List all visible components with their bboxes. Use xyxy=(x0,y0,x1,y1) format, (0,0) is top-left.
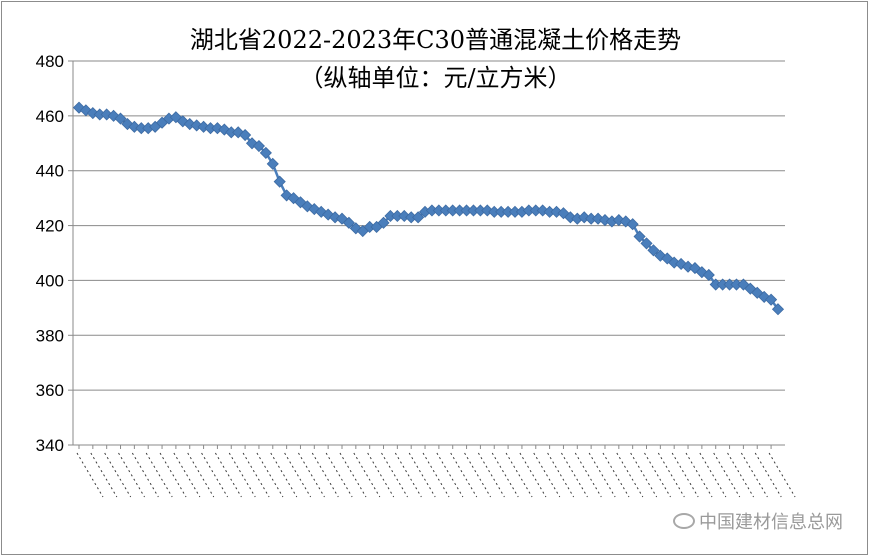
x-tick-label xyxy=(464,452,491,498)
x-tick-label xyxy=(381,452,408,498)
x-tick-label xyxy=(699,452,727,498)
data-point xyxy=(633,230,646,243)
x-tick-label xyxy=(118,452,145,498)
wechat-icon xyxy=(673,513,695,529)
x-tick-label xyxy=(602,452,630,498)
x-tick-label xyxy=(228,452,256,498)
x-tick-label xyxy=(339,452,367,498)
data-point xyxy=(114,112,127,125)
x-tick-label xyxy=(298,452,325,498)
x-tick-label xyxy=(104,452,132,498)
x-tick-label xyxy=(477,452,505,498)
x-tick-label xyxy=(436,452,464,498)
x-tick-label xyxy=(685,452,713,498)
x-tick-label xyxy=(533,452,561,498)
x-tick-label xyxy=(270,452,298,498)
x-tick-label xyxy=(394,452,422,498)
x-tick-label xyxy=(519,452,547,498)
data-point xyxy=(647,244,660,257)
data-point xyxy=(239,128,252,142)
chart-title: 湖北省2022-2023年C30普通混凝土价格走势 xyxy=(189,26,682,54)
watermark: 中国建材信息总网 xyxy=(673,508,843,534)
x-tick-label xyxy=(90,452,118,498)
data-point xyxy=(702,268,715,282)
x-tick-label xyxy=(588,452,616,498)
data-point xyxy=(252,139,266,153)
x-tick-label xyxy=(187,452,215,498)
y-tick-label: 340 xyxy=(36,436,64,455)
x-tick-label xyxy=(450,452,478,498)
data-point xyxy=(771,303,785,316)
x-tick-label xyxy=(325,452,353,498)
x-tick-label xyxy=(422,452,450,498)
x-tick-label xyxy=(145,452,173,498)
x-tick-label xyxy=(201,452,229,498)
x-tick-label xyxy=(256,452,284,498)
x-tick-label xyxy=(284,452,312,498)
x-tick-label xyxy=(367,452,395,498)
data-point xyxy=(266,157,279,170)
x-tick-label xyxy=(491,452,519,498)
x-tick-label xyxy=(574,452,602,498)
y-tick-label: 400 xyxy=(36,271,64,290)
x-tick-label xyxy=(727,452,754,498)
y-tick-label: 440 xyxy=(36,162,64,181)
x-tick-label xyxy=(547,452,575,498)
x-tick-label xyxy=(616,452,644,498)
x-tick-label xyxy=(159,452,187,498)
x-tick-label xyxy=(76,452,104,498)
x-tick-label xyxy=(353,452,381,498)
x-tick-label xyxy=(754,452,782,498)
y-tick-label: 380 xyxy=(36,326,64,345)
data-point xyxy=(626,218,639,231)
data-point xyxy=(765,293,778,306)
x-tick-label xyxy=(644,452,671,498)
x-tick-label xyxy=(740,452,768,498)
data-point xyxy=(377,216,390,229)
watermark-text: 中国建材信息总网 xyxy=(699,512,843,533)
x-tick-label xyxy=(630,452,658,498)
data-point xyxy=(640,237,653,250)
x-tick-label xyxy=(671,452,699,498)
x-tick-label xyxy=(561,452,588,498)
y-tick-label: 460 xyxy=(36,107,64,126)
y-tick-label: 360 xyxy=(36,381,64,400)
x-tick-label xyxy=(311,452,339,498)
x-tick-label xyxy=(408,452,436,498)
x-tick-label xyxy=(173,452,201,498)
x-tick-label xyxy=(768,452,796,498)
x-tick-label xyxy=(214,452,242,498)
data-point xyxy=(273,175,286,188)
x-tick-label xyxy=(505,452,533,498)
x-tick-label xyxy=(242,452,270,498)
chart-subtitle: （纵轴单位：元/立方米） xyxy=(299,64,572,92)
data-point xyxy=(412,211,425,224)
x-tick-label xyxy=(657,452,685,498)
data-point xyxy=(259,146,272,159)
y-tick-label: 480 xyxy=(36,52,64,71)
y-tick-label: 420 xyxy=(36,217,64,236)
x-tick-label xyxy=(713,452,741,498)
data-point xyxy=(342,216,355,229)
x-tick-label xyxy=(131,452,159,498)
